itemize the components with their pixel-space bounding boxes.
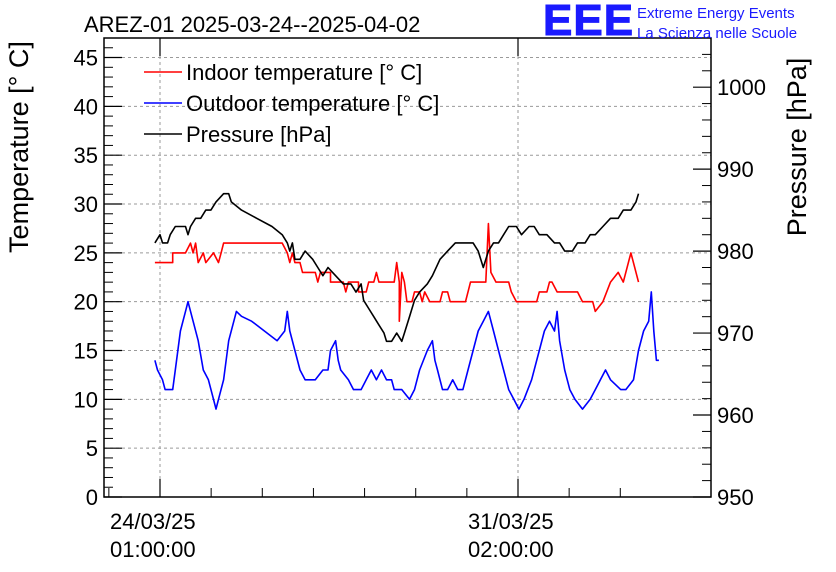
y-tick-label: 20 (74, 290, 98, 315)
y-tick-label: 30 (74, 192, 98, 217)
legend-label-pressure: Pressure [hPa] (186, 122, 332, 147)
legend-label-indoor: Indoor temperature [° C] (186, 60, 422, 85)
series-line-2 (154, 192, 640, 343)
y-tick-label: 45 (74, 46, 98, 71)
y-tick-label: 15 (74, 339, 98, 364)
y-axis-label: Temperature [° C] (4, 41, 34, 253)
y2-tick-label: 950 (717, 485, 754, 510)
series-line-0 (154, 222, 640, 322)
logo-line-1: Extreme Energy Events (637, 5, 795, 22)
eee-logo: EEE (542, 0, 635, 46)
series-line-1 (154, 291, 659, 410)
y-tick-label: 40 (74, 94, 98, 119)
x-tick-label-time: 02:00:00 (468, 537, 554, 562)
y-tick-label: 10 (74, 387, 98, 412)
chart-title: AREZ-01 2025-03-24--2025-04-02 (84, 12, 420, 37)
y2-tick-label: 990 (717, 157, 754, 182)
y2-tick-label: 1000 (717, 75, 766, 100)
axis-ticks: 0 5 10 15 20 25 30 35 40 45 950 960 970 980 990 1000 24/… (74, 38, 766, 562)
x-tick-label-date: 31/03/25 (468, 509, 554, 534)
y2-tick-label: 960 (717, 403, 754, 428)
eee-logo-text: Extreme Energy Events La Scienza nelle S… (637, 4, 797, 44)
legend-label-outdoor: Outdoor temperature [° C] (186, 91, 439, 116)
y-tick-label: 0 (86, 485, 98, 510)
y2-axis-label: Pressure [hPa] (782, 58, 812, 237)
y-tick-label: 25 (74, 241, 98, 266)
y-tick-label: 35 (74, 143, 98, 168)
x-tick-label-date: 24/03/25 (110, 509, 196, 534)
grid-lines (104, 38, 711, 497)
y-tick-label: 5 (86, 436, 98, 461)
y2-tick-label: 980 (717, 239, 754, 264)
legend: Indoor temperature [° C] Outdoor tempera… (144, 60, 439, 147)
x-tick-label-time: 01:00:00 (110, 537, 196, 562)
logo-line-2: La Scienza nelle Scuole (637, 25, 798, 42)
series-layer (154, 192, 659, 410)
y2-tick-label: 970 (717, 321, 754, 346)
